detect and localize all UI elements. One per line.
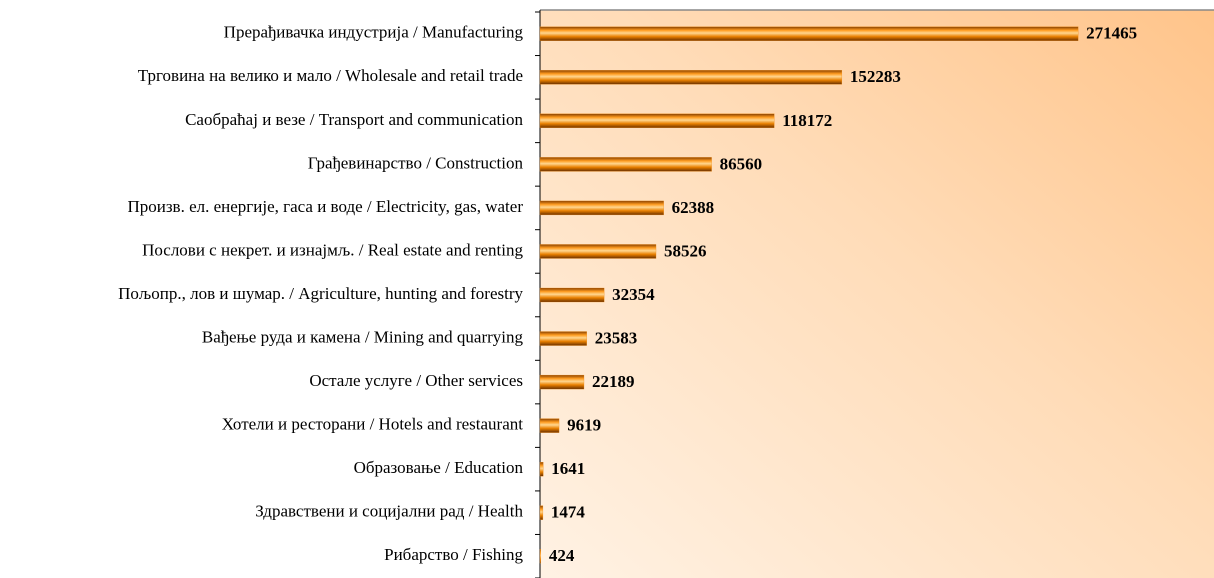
value-label: 22189	[592, 372, 635, 391]
bar	[539, 374, 585, 390]
bar	[539, 287, 605, 303]
bar	[539, 157, 712, 172]
value-label: 32354	[612, 285, 655, 304]
category-label: Остале услуге / Other services	[309, 371, 523, 390]
bar	[539, 331, 587, 346]
value-label: 86560	[720, 154, 763, 173]
value-label: 1641	[551, 459, 585, 478]
category-label: Пољопр., лов и шумар. / Agriculture, hun…	[118, 284, 523, 303]
value-label: 23583	[595, 328, 638, 347]
bar	[539, 26, 1079, 41]
value-label: 9619	[567, 416, 601, 435]
value-label: 118172	[782, 111, 832, 130]
bar	[539, 200, 664, 216]
category-label: Грађевинарство / Construction	[308, 153, 524, 172]
value-label: 424	[549, 546, 575, 565]
bar	[539, 462, 544, 477]
category-label: Вађење руда и камена / Mining and quarry…	[202, 327, 524, 346]
category-label: Трговина на велико и мало / Wholesale an…	[138, 66, 523, 85]
bar	[539, 244, 657, 259]
bar	[539, 113, 775, 128]
category-label: Здравствени и социјални рад / Health	[255, 502, 523, 521]
bar	[539, 418, 560, 433]
plot-background	[540, 10, 1214, 578]
value-label: 271465	[1086, 24, 1137, 43]
category-label: Послови с некрет. и изнајмљ. / Real esta…	[142, 240, 523, 259]
category-label: Хотели и ресторани / Hotels and restaura…	[222, 415, 524, 434]
category-label: Прерађивачка индустрија / Manufacturing	[224, 23, 524, 42]
category-label: Саобраћај и везе / Transport and communi…	[185, 110, 523, 129]
category-label: Образовање / Education	[354, 458, 524, 477]
category-label: Рибарство / Fishing	[384, 545, 523, 564]
value-label: 1474	[551, 503, 586, 522]
value-label: 58526	[664, 241, 707, 260]
bar	[539, 549, 541, 564]
bar	[539, 505, 544, 520]
value-label: 62388	[672, 198, 715, 217]
bar	[539, 70, 843, 85]
category-label: Произв. ел. енергије, гаса и воде / Elec…	[127, 197, 523, 216]
value-label: 152283	[850, 67, 901, 86]
